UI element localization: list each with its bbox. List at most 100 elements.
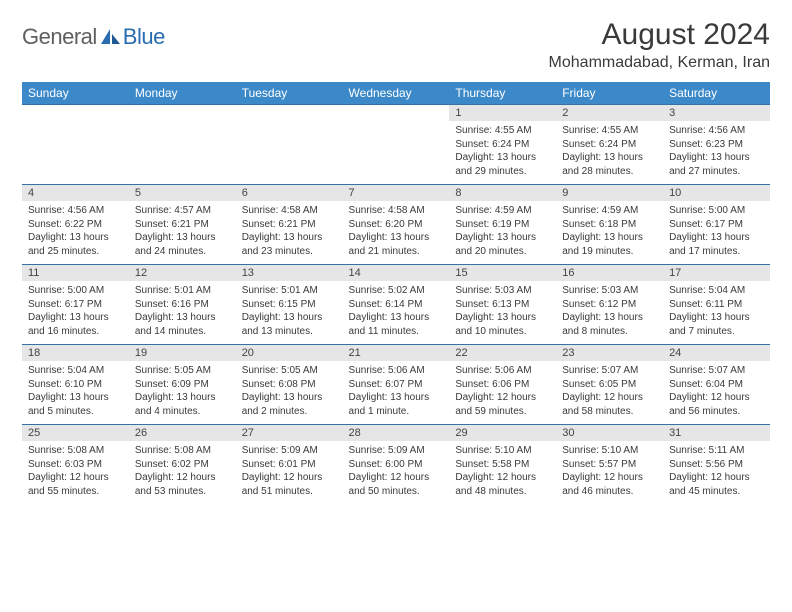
day-number: 26 bbox=[129, 425, 236, 441]
day-number: 21 bbox=[343, 345, 450, 361]
header: General Blue August 2024 Mohammadabad, K… bbox=[22, 18, 770, 72]
calendar-day-cell: 4Sunrise: 4:56 AMSunset: 6:22 PMDaylight… bbox=[22, 185, 129, 265]
daylight-text: Daylight: 12 hours and 48 minutes. bbox=[455, 471, 550, 498]
daylight-text: Daylight: 13 hours and 5 minutes. bbox=[28, 391, 123, 418]
calendar-day-cell: 14Sunrise: 5:02 AMSunset: 6:14 PMDayligh… bbox=[343, 265, 450, 345]
day-details bbox=[129, 109, 236, 167]
sunrise-text: Sunrise: 4:59 AM bbox=[562, 204, 657, 218]
day-details: Sunrise: 5:05 AMSunset: 6:08 PMDaylight:… bbox=[236, 361, 343, 424]
calendar-day-cell: 13Sunrise: 5:01 AMSunset: 6:15 PMDayligh… bbox=[236, 265, 343, 345]
day-number: 19 bbox=[129, 345, 236, 361]
sunset-text: Sunset: 6:21 PM bbox=[135, 218, 230, 232]
sunrise-text: Sunrise: 5:00 AM bbox=[669, 204, 764, 218]
sunset-text: Sunset: 6:23 PM bbox=[669, 138, 764, 152]
day-details: Sunrise: 5:04 AMSunset: 6:10 PMDaylight:… bbox=[22, 361, 129, 424]
day-details: Sunrise: 5:03 AMSunset: 6:13 PMDaylight:… bbox=[449, 281, 556, 344]
day-details: Sunrise: 4:56 AMSunset: 6:23 PMDaylight:… bbox=[663, 121, 770, 184]
sail-icon bbox=[101, 28, 121, 46]
day-number: 17 bbox=[663, 265, 770, 281]
day-details bbox=[343, 109, 450, 167]
sunset-text: Sunset: 6:08 PM bbox=[242, 378, 337, 392]
calendar-day-cell: 29Sunrise: 5:10 AMSunset: 5:58 PMDayligh… bbox=[449, 425, 556, 505]
day-details: Sunrise: 5:03 AMSunset: 6:12 PMDaylight:… bbox=[556, 281, 663, 344]
sunset-text: Sunset: 6:24 PM bbox=[562, 138, 657, 152]
day-number: 10 bbox=[663, 185, 770, 201]
calendar-day-cell: 5Sunrise: 4:57 AMSunset: 6:21 PMDaylight… bbox=[129, 185, 236, 265]
logo: General Blue bbox=[22, 18, 165, 50]
sunset-text: Sunset: 6:06 PM bbox=[455, 378, 550, 392]
calendar-week-row: 18Sunrise: 5:04 AMSunset: 6:10 PMDayligh… bbox=[22, 345, 770, 425]
sunrise-text: Sunrise: 5:08 AM bbox=[28, 444, 123, 458]
calendar-day-cell bbox=[343, 105, 450, 185]
day-number: 18 bbox=[22, 345, 129, 361]
dayheader-wednesday: Wednesday bbox=[343, 82, 450, 105]
sunset-text: Sunset: 6:14 PM bbox=[349, 298, 444, 312]
dayheader-monday: Monday bbox=[129, 82, 236, 105]
day-details: Sunrise: 4:59 AMSunset: 6:19 PMDaylight:… bbox=[449, 201, 556, 264]
day-details: Sunrise: 5:01 AMSunset: 6:15 PMDaylight:… bbox=[236, 281, 343, 344]
day-number: 25 bbox=[22, 425, 129, 441]
title-block: August 2024 Mohammadabad, Kerman, Iran bbox=[549, 18, 770, 72]
day-number: 9 bbox=[556, 185, 663, 201]
page-subtitle: Mohammadabad, Kerman, Iran bbox=[549, 54, 770, 72]
calendar-day-cell: 28Sunrise: 5:09 AMSunset: 6:00 PMDayligh… bbox=[343, 425, 450, 505]
sunrise-text: Sunrise: 4:56 AM bbox=[28, 204, 123, 218]
daylight-text: Daylight: 13 hours and 19 minutes. bbox=[562, 231, 657, 258]
sunset-text: Sunset: 6:18 PM bbox=[562, 218, 657, 232]
sunset-text: Sunset: 5:57 PM bbox=[562, 458, 657, 472]
day-number: 24 bbox=[663, 345, 770, 361]
day-details: Sunrise: 4:57 AMSunset: 6:21 PMDaylight:… bbox=[129, 201, 236, 264]
sunset-text: Sunset: 6:02 PM bbox=[135, 458, 230, 472]
day-number: 8 bbox=[449, 185, 556, 201]
sunset-text: Sunset: 6:07 PM bbox=[349, 378, 444, 392]
sunset-text: Sunset: 6:22 PM bbox=[28, 218, 123, 232]
daylight-text: Daylight: 12 hours and 50 minutes. bbox=[349, 471, 444, 498]
calendar-day-cell: 8Sunrise: 4:59 AMSunset: 6:19 PMDaylight… bbox=[449, 185, 556, 265]
sunrise-text: Sunrise: 5:04 AM bbox=[28, 364, 123, 378]
sunrise-text: Sunrise: 4:58 AM bbox=[349, 204, 444, 218]
sunrise-text: Sunrise: 5:03 AM bbox=[455, 284, 550, 298]
day-details: Sunrise: 5:02 AMSunset: 6:14 PMDaylight:… bbox=[343, 281, 450, 344]
sunset-text: Sunset: 6:17 PM bbox=[669, 218, 764, 232]
calendar-week-row: 1Sunrise: 4:55 AMSunset: 6:24 PMDaylight… bbox=[22, 105, 770, 185]
day-details: Sunrise: 4:55 AMSunset: 6:24 PMDaylight:… bbox=[449, 121, 556, 184]
calendar-day-cell: 27Sunrise: 5:09 AMSunset: 6:01 PMDayligh… bbox=[236, 425, 343, 505]
logo-word-blue: Blue bbox=[123, 24, 165, 50]
sunset-text: Sunset: 6:01 PM bbox=[242, 458, 337, 472]
day-number: 13 bbox=[236, 265, 343, 281]
sunset-text: Sunset: 6:12 PM bbox=[562, 298, 657, 312]
daylight-text: Daylight: 13 hours and 8 minutes. bbox=[562, 311, 657, 338]
calendar-day-cell: 10 Sunrise: 5:00 AMSunset: 6:17 PMDayligh… bbox=[663, 185, 770, 265]
calendar-week-row: 4Sunrise: 4:56 AMSunset: 6:22 PMDaylight… bbox=[22, 185, 770, 265]
day-details: Sunrise: 4:58 AMSunset: 6:20 PMDaylight:… bbox=[343, 201, 450, 264]
day-details: Sunrise: 5:10 AMSunset: 5:58 PMDaylight:… bbox=[449, 441, 556, 504]
day-number: 28 bbox=[343, 425, 450, 441]
calendar-week-row: 11Sunrise: 5:00 AMSunset: 6:17 PMDayligh… bbox=[22, 265, 770, 345]
calendar-day-cell: 26Sunrise: 5:08 AMSunset: 6:02 PMDayligh… bbox=[129, 425, 236, 505]
day-details: Sunrise: 5:01 AMSunset: 6:16 PMDaylight:… bbox=[129, 281, 236, 344]
calendar-header-row: Sunday Monday Tuesday Wednesday Thursday… bbox=[22, 82, 770, 105]
daylight-text: Daylight: 13 hours and 11 minutes. bbox=[349, 311, 444, 338]
sunset-text: Sunset: 5:58 PM bbox=[455, 458, 550, 472]
daylight-text: Daylight: 13 hours and 10 minutes. bbox=[455, 311, 550, 338]
daylight-text: Daylight: 13 hours and 2 minutes. bbox=[242, 391, 337, 418]
calendar-day-cell: 9Sunrise: 4:59 AMSunset: 6:18 PMDaylight… bbox=[556, 185, 663, 265]
sunrise-text: Sunrise: 5:11 AM bbox=[669, 444, 764, 458]
calendar-table: Sunday Monday Tuesday Wednesday Thursday… bbox=[22, 82, 770, 504]
sunrise-text: Sunrise: 4:59 AM bbox=[455, 204, 550, 218]
day-details: Sunrise: 4:59 AMSunset: 6:18 PMDaylight:… bbox=[556, 201, 663, 264]
sunset-text: Sunset: 6:24 PM bbox=[455, 138, 550, 152]
sunrise-text: Sunrise: 5:10 AM bbox=[455, 444, 550, 458]
sunset-text: Sunset: 6:21 PM bbox=[242, 218, 337, 232]
sunset-text: Sunset: 6:11 PM bbox=[669, 298, 764, 312]
sunset-text: Sunset: 6:15 PM bbox=[242, 298, 337, 312]
calendar-body: 1Sunrise: 4:55 AMSunset: 6:24 PMDaylight… bbox=[22, 105, 770, 505]
day-details: Sunrise: 5:06 AMSunset: 6:06 PMDaylight:… bbox=[449, 361, 556, 424]
daylight-text: Daylight: 13 hours and 14 minutes. bbox=[135, 311, 230, 338]
sunrise-text: Sunrise: 4:55 AM bbox=[562, 124, 657, 138]
daylight-text: Daylight: 13 hours and 17 minutes. bbox=[669, 231, 764, 258]
sunrise-text: Sunrise: 5:07 AM bbox=[669, 364, 764, 378]
day-details: Sunrise: 5:05 AMSunset: 6:09 PMDaylight:… bbox=[129, 361, 236, 424]
sunset-text: Sunset: 6:05 PM bbox=[562, 378, 657, 392]
sunrise-text: Sunrise: 4:55 AM bbox=[455, 124, 550, 138]
